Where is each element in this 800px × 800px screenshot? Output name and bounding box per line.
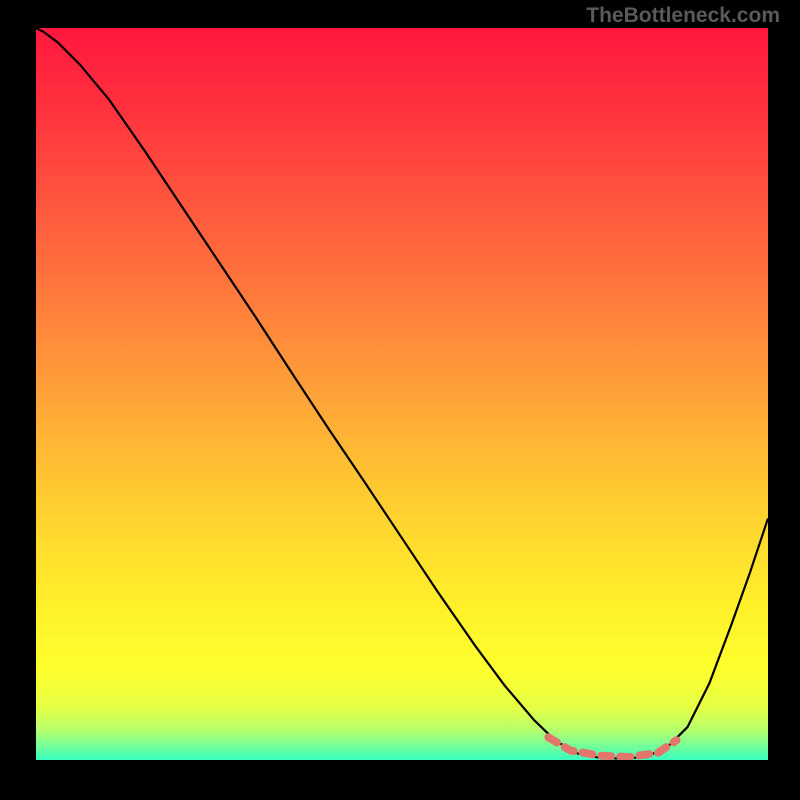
valley-highlight-line [548,737,676,757]
watermark-text: TheBottleneck.com [586,4,780,28]
curve-svg [36,28,768,760]
chart-container: TheBottleneck.com [0,0,800,800]
plot-area [36,28,768,760]
main-curve-line [36,28,768,759]
